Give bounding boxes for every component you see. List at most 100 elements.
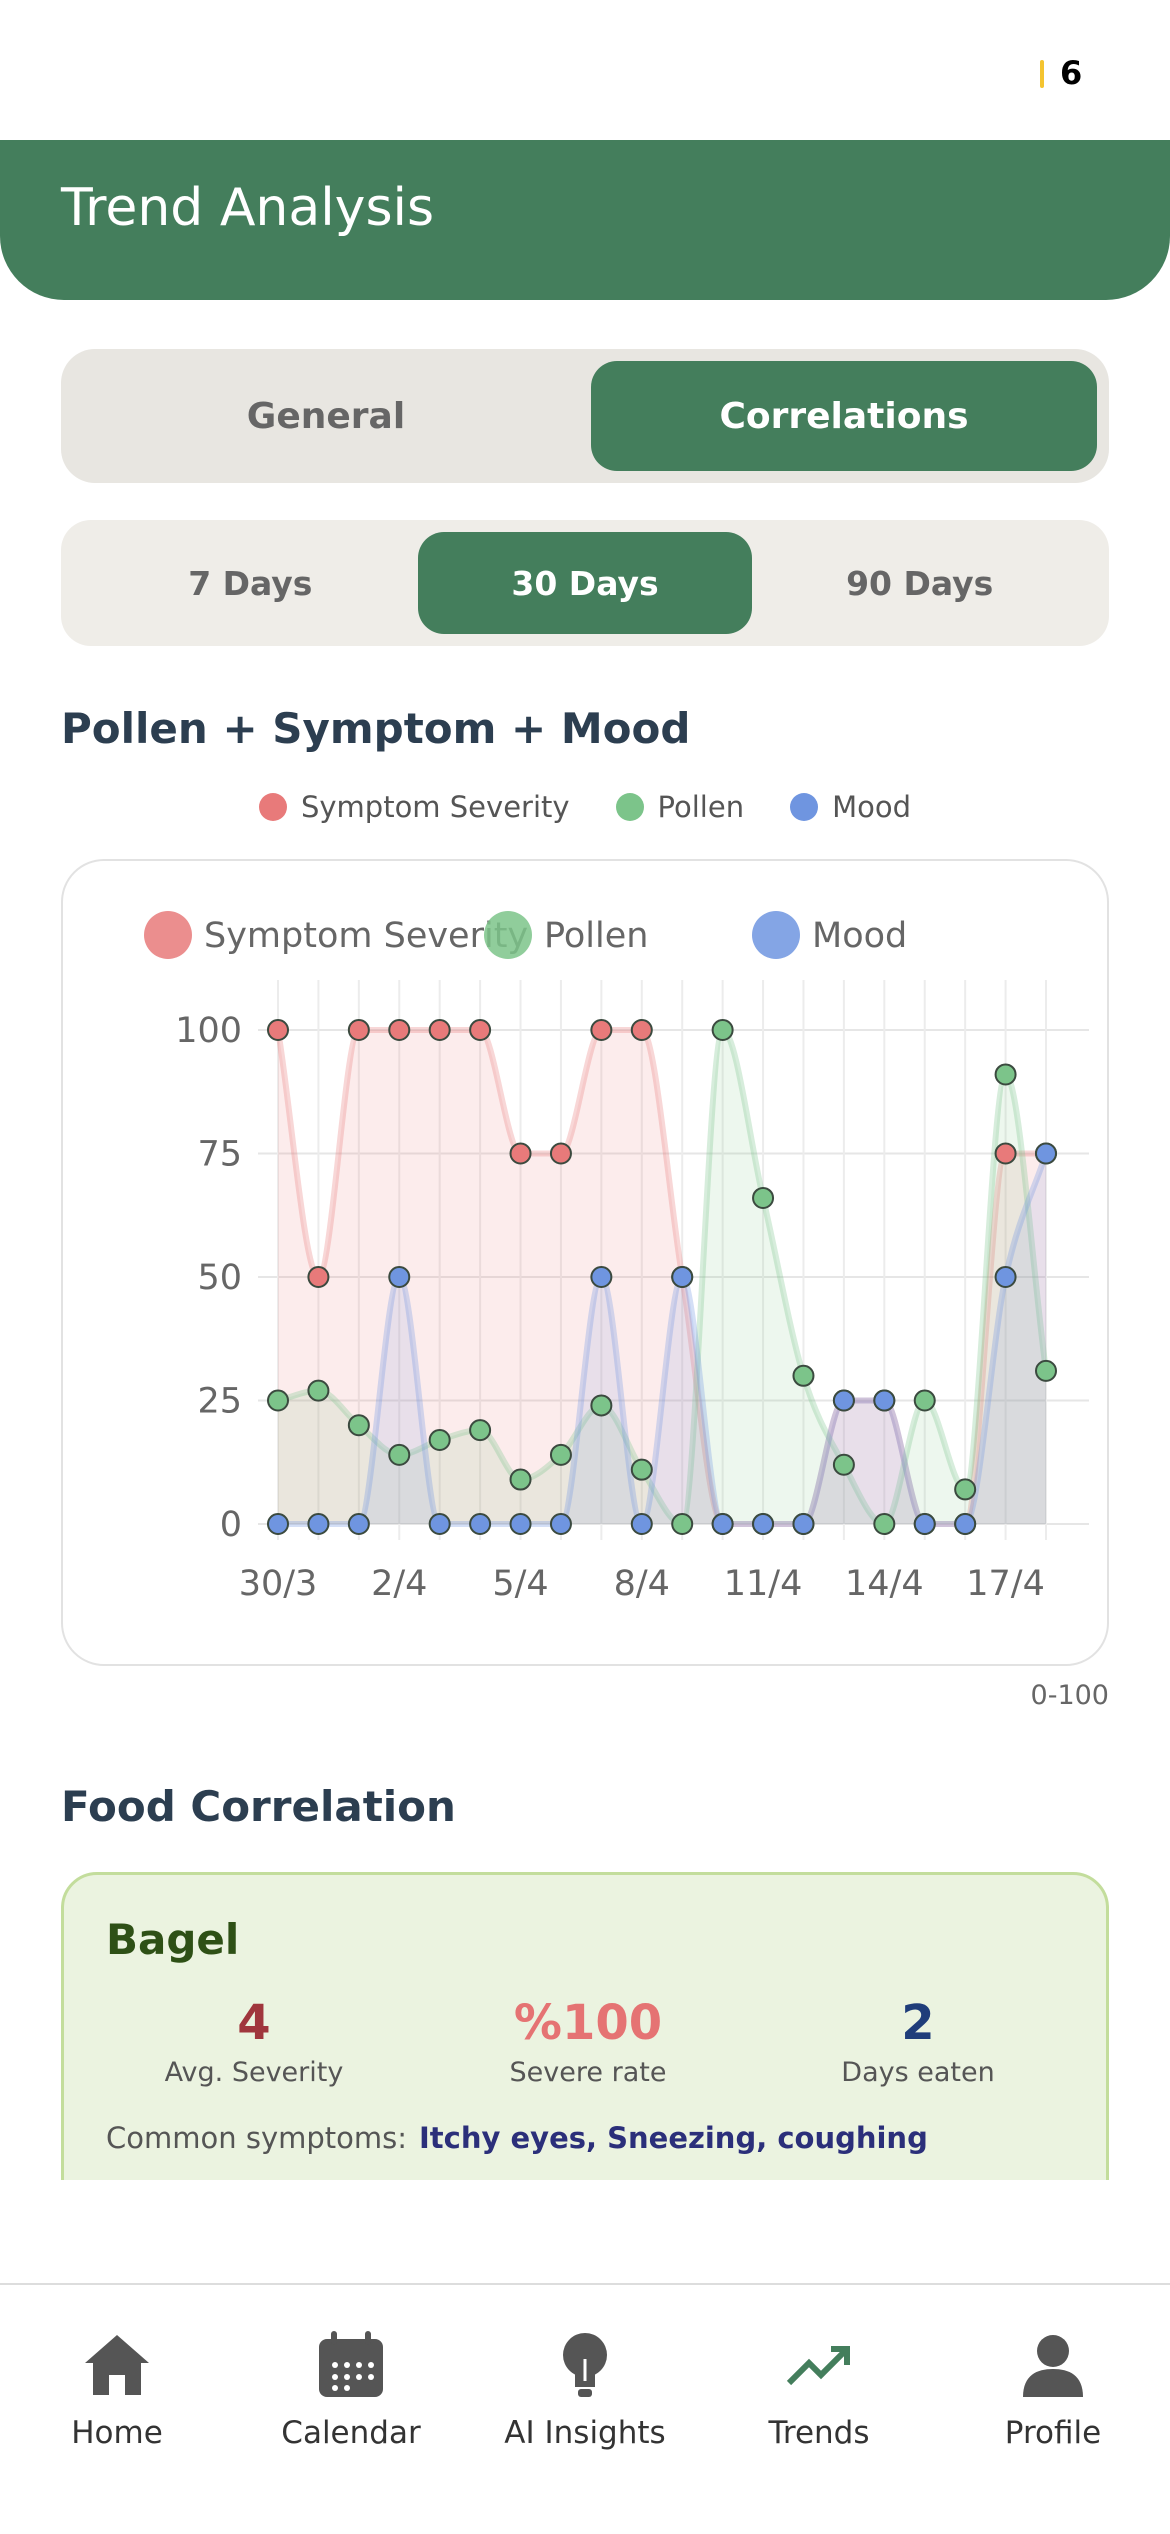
stat-value: 4 (237, 1995, 271, 2051)
stat: %100 Severe rate (423, 1995, 753, 2088)
legend-swatch (484, 911, 532, 959)
insight-icon (563, 2333, 607, 2397)
series-area (278, 1030, 1046, 1524)
data-point (469, 1019, 492, 1041)
calendar-icon (319, 2331, 383, 2397)
data-point (388, 1019, 411, 1041)
range-switcher: 7 Days 30 Days 90 Days (61, 520, 1109, 646)
chart-title: Pollen + Symptom + Mood (61, 704, 691, 753)
symptoms: Common symptoms: Itchy eyes, Sneezing, co… (106, 2121, 928, 2155)
range-option[interactable]: 7 Days (188, 563, 313, 603)
food-name: Bagel (106, 1915, 240, 1964)
data-point (267, 1513, 289, 1535)
range-option[interactable]: 30 Days (417, 532, 753, 634)
data-point (509, 1142, 532, 1165)
data-point (994, 1266, 1017, 1288)
data-point (347, 1414, 370, 1437)
legend-label: Mood (832, 790, 912, 824)
data-point (994, 1063, 1017, 1086)
y-tick-label: 100 (175, 1011, 242, 1051)
nav-item[interactable]: Trends (702, 2285, 936, 2534)
stat-value: 2 (901, 1995, 935, 2051)
x-tick-label: 5/4 (492, 1564, 548, 1604)
y-tick-label: 75 (197, 1135, 242, 1175)
bottom-nav: Home Calendar AI Insights Trends Profile (0, 2283, 1170, 2534)
nav-item[interactable]: Home (0, 2285, 234, 2534)
home-icon (85, 2335, 149, 2395)
tab-switcher: General Correlations (61, 349, 1109, 483)
nav-label: Home (71, 2415, 163, 2451)
data-point (671, 1266, 694, 1288)
data-point (913, 1389, 936, 1412)
nav-label: AI Insights (504, 2415, 666, 2451)
x-tick-label: 2/4 (371, 1564, 427, 1604)
data-point (307, 1266, 330, 1288)
nav-label: Trends (768, 2415, 870, 2451)
legend-swatch (752, 911, 800, 959)
data-point (509, 1468, 532, 1491)
nav-item[interactable]: Profile (936, 2285, 1170, 2534)
data-point (307, 1379, 330, 1402)
status-indicator (1040, 60, 1044, 88)
data-point (590, 1266, 613, 1288)
legend-item[interactable]: Mood (790, 790, 911, 824)
data-point (711, 1019, 734, 1041)
nav-item[interactable]: AI Insights (468, 2285, 702, 2534)
data-point (469, 1419, 492, 1442)
data-point (752, 1186, 775, 1209)
data-point (1035, 1142, 1057, 1165)
y-tick-label: 25 (197, 1382, 242, 1422)
x-tick-label: 14/4 (845, 1564, 924, 1604)
tab[interactable]: Correlations (591, 361, 1097, 471)
stat-label: Severe rate (509, 2057, 667, 2088)
data-point (388, 1443, 411, 1466)
legend-swatch (144, 911, 192, 959)
header (0, 140, 1170, 300)
data-point (469, 1513, 492, 1535)
data-point (347, 1513, 370, 1535)
legend: Symptom Severity Pollen Mood (0, 790, 1170, 824)
x-tick-label: 8/4 (614, 1564, 670, 1604)
data-point (630, 1513, 653, 1535)
data-point (307, 1513, 330, 1535)
legend-item[interactable]: Pollen (615, 790, 744, 824)
data-point (913, 1513, 936, 1535)
data-point (428, 1429, 451, 1452)
food-card-clip: Bagel 4 Avg. Severity %100 Severe rate 2… (61, 1872, 1109, 2180)
data-point (832, 1453, 855, 1476)
legend-label: Symptom Severity (204, 916, 528, 956)
data-point (711, 1513, 734, 1535)
status-badge: 6 (1060, 54, 1083, 92)
data-point (549, 1443, 572, 1466)
nav-item[interactable]: Calendar (234, 2285, 468, 2534)
data-point (267, 1019, 289, 1041)
data-point (873, 1513, 896, 1535)
data-point (832, 1389, 855, 1412)
data-point (994, 1142, 1017, 1165)
data-point (954, 1513, 977, 1535)
data-point (752, 1513, 775, 1535)
data-point (549, 1142, 572, 1165)
x-tick-label: 17/4 (966, 1564, 1045, 1604)
trends-icon (786, 2346, 850, 2386)
scale-note: 0-100 (1030, 1680, 1109, 1711)
header-title: Trend Analysis (61, 178, 435, 238)
data-point (590, 1394, 613, 1417)
legend-label: Mood (812, 916, 907, 956)
data-point (590, 1019, 613, 1041)
food-card[interactable]: Bagel 4 Avg. Severity %100 Severe rate 2… (61, 1872, 1109, 2180)
nav-label: Profile (1004, 2415, 1102, 2451)
tab[interactable]: General (246, 395, 406, 437)
range-option[interactable]: 90 Days (846, 563, 994, 603)
stat: 2 Days eaten (753, 1995, 1083, 2088)
y-tick-label: 50 (197, 1258, 242, 1298)
data-point (954, 1478, 977, 1501)
data-point (792, 1513, 815, 1535)
legend-item[interactable]: Symptom Severity (258, 790, 570, 824)
y-tick-label: 0 (220, 1505, 242, 1545)
data-point (509, 1513, 532, 1535)
legend-label: Symptom Severity (300, 790, 570, 824)
legend-swatch (615, 793, 644, 821)
stat-value: %100 (513, 1995, 663, 2051)
